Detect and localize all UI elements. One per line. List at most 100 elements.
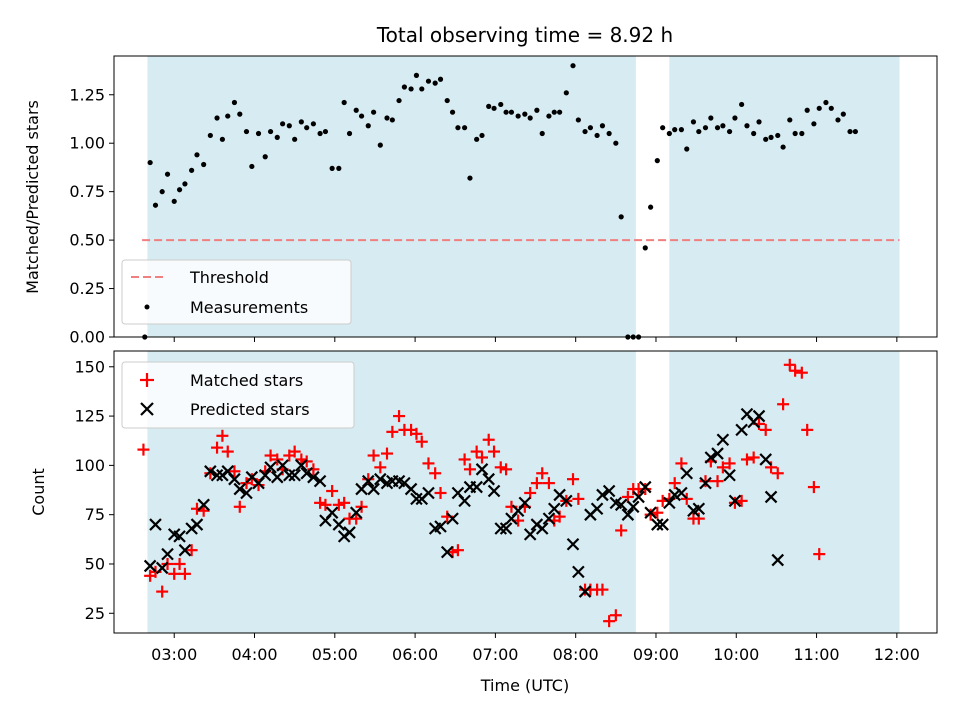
matched-star-point: [326, 485, 339, 498]
measurement-point: [182, 181, 188, 187]
matched-star-point: [350, 512, 363, 525]
measurement-point: [384, 115, 390, 121]
predicted-star-point: [590, 502, 604, 516]
measurement-point: [539, 130, 545, 137]
predicted-star-point: [656, 518, 669, 531]
measurement-point: [666, 130, 672, 137]
predicted-star-stroke: [632, 490, 645, 504]
predicted-star-point: [644, 506, 657, 519]
measurement-point: [726, 128, 733, 135]
predicted-legend-swatch: [140, 402, 154, 416]
predicted-star-stroke: [228, 472, 241, 486]
matched-star-point: [530, 477, 543, 490]
predicted-star-stroke: [325, 506, 339, 519]
measurement-point: [787, 117, 793, 123]
matched-star-point: [288, 445, 301, 458]
predicted-star-stroke: [197, 498, 210, 512]
measurement-point: [599, 123, 606, 129]
measurement-point: [840, 111, 846, 117]
matched-star-point: [458, 453, 471, 466]
matched-star-point: [777, 398, 790, 411]
predicted-star-stroke: [602, 484, 616, 498]
matched-star-point: [494, 461, 507, 474]
predicted-star-point: [735, 423, 748, 437]
matched-star-point: [233, 500, 246, 513]
predicted-star-point: [542, 512, 556, 525]
matched-star-point: [807, 481, 820, 494]
predicted-star-stroke: [240, 486, 253, 500]
predicted-star-stroke: [566, 537, 580, 551]
measurement-point: [708, 115, 714, 121]
measurement-point: [503, 109, 509, 115]
matched-star-point: [178, 567, 191, 580]
matched-star-point: [410, 427, 423, 440]
measurement-point: [194, 152, 200, 158]
measurement-point: [618, 214, 624, 220]
matched-star-point: [789, 364, 802, 377]
predicted-star-point: [716, 433, 730, 447]
ratio-y-tick-label: 1.00: [69, 134, 105, 153]
predicted-star-stroke: [638, 480, 652, 494]
matched-star-point: [355, 500, 368, 513]
measurement-point: [358, 113, 365, 119]
predicted-star-point: [300, 466, 313, 480]
predicted-star-stroke: [771, 553, 785, 567]
predicted-star-stroke: [542, 512, 556, 525]
count-y-ticks: 25 50 75 100 125 150: [74, 357, 114, 623]
predicted-star-point: [204, 465, 217, 478]
predicted-star-point: [325, 506, 339, 519]
measurement-point: [642, 245, 648, 251]
predicted-star-stroke: [210, 468, 224, 482]
count-x-axis-label: Time (UTC): [480, 676, 569, 695]
measurement-point: [732, 115, 738, 121]
predicted-star-stroke: [523, 528, 537, 541]
predicted-star-point: [295, 459, 308, 472]
measurement-point: [219, 136, 225, 142]
measurement-point: [613, 140, 619, 146]
predicted-star-point: [566, 537, 580, 551]
predicted-star-point: [499, 522, 513, 535]
matched-star-point: [415, 435, 428, 448]
matched-star-point: [603, 615, 616, 628]
predicted-star-stroke: [283, 468, 296, 482]
predicted-star-stroke: [499, 522, 513, 535]
predicted-star-stroke: [535, 522, 549, 535]
count-y-tick-label: 125: [74, 407, 105, 426]
predicted-star-stroke: [560, 494, 573, 508]
predicted-star-stroke: [740, 407, 754, 421]
matched-star-point: [747, 451, 760, 464]
measurement-point: [672, 127, 678, 133]
predicted-star-point: [283, 468, 296, 482]
measurement-point: [159, 189, 165, 195]
count-panel: 25 50 75 100 125 150 03:00 04:00 05:00 06:00 07:0…: [29, 350, 938, 695]
observing-windows: [147, 351, 900, 633]
predicted-star-stroke: [404, 482, 418, 496]
predicted-star-stroke: [398, 476, 411, 490]
predicted-star-stroke: [553, 488, 566, 502]
predicted-star-stroke: [656, 518, 669, 531]
measurement-point: [377, 142, 383, 148]
matched-star-point: [137, 443, 150, 456]
matched-star-point: [795, 366, 808, 379]
observing-window: [669, 56, 900, 337]
predicted-star-stroke: [680, 466, 694, 480]
matched-star-point: [314, 496, 327, 509]
matched-star-point: [675, 457, 688, 470]
predicted-star-point: [632, 490, 645, 504]
predicted-star-stroke: [735, 423, 748, 437]
predicted-star-point: [475, 463, 489, 476]
predicted-star-point: [470, 480, 483, 494]
count-x-tick-label: 06:00: [392, 645, 438, 664]
measurement-point: [371, 109, 377, 115]
predicted-star-stroke: [578, 585, 592, 598]
measurement-point: [225, 113, 231, 119]
predicted-star-point: [258, 468, 272, 482]
predicted-star-point: [771, 553, 785, 567]
matched-star-point: [429, 467, 442, 480]
matched-star-point: [536, 467, 549, 480]
measurement-point: [408, 86, 414, 92]
predicted-star-stroke: [173, 530, 186, 543]
predicted-star-point: [699, 476, 712, 490]
predicted-star-stroke: [572, 565, 585, 579]
measurement-points: [142, 63, 858, 340]
